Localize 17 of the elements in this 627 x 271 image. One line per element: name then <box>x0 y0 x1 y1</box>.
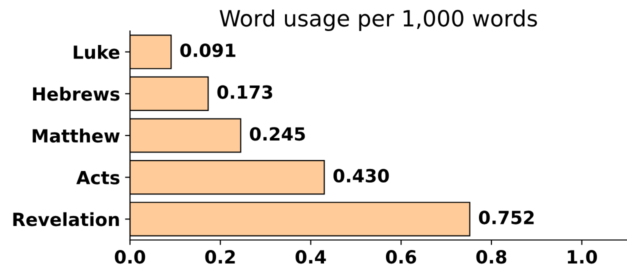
x-tick-label: 0.2 <box>205 250 235 264</box>
data-label: 0.752 <box>478 210 534 224</box>
data-label: 0.173 <box>217 85 272 99</box>
y-tick-label: Matthew <box>32 128 120 143</box>
x-tick-label: 0.8 <box>476 250 506 264</box>
x-tick-label: 0.6 <box>386 250 416 264</box>
x-tick-label: 0.4 <box>296 250 326 264</box>
y-tick-label: Acts <box>76 170 120 184</box>
x-tick-label: 0.0 <box>114 250 146 264</box>
data-label: 0.245 <box>250 127 305 141</box>
data-label: 0.091 <box>180 43 236 58</box>
y-tick-label: Revelation <box>13 212 119 226</box>
chart-title: Word usage per 1,000 words <box>220 9 537 31</box>
y-tick-label: Hebrews <box>33 86 120 101</box>
y-tick-label: Luke <box>74 45 120 60</box>
data-label: 0.430 <box>333 168 389 183</box>
x-tick-label: 1.0 <box>568 250 597 264</box>
